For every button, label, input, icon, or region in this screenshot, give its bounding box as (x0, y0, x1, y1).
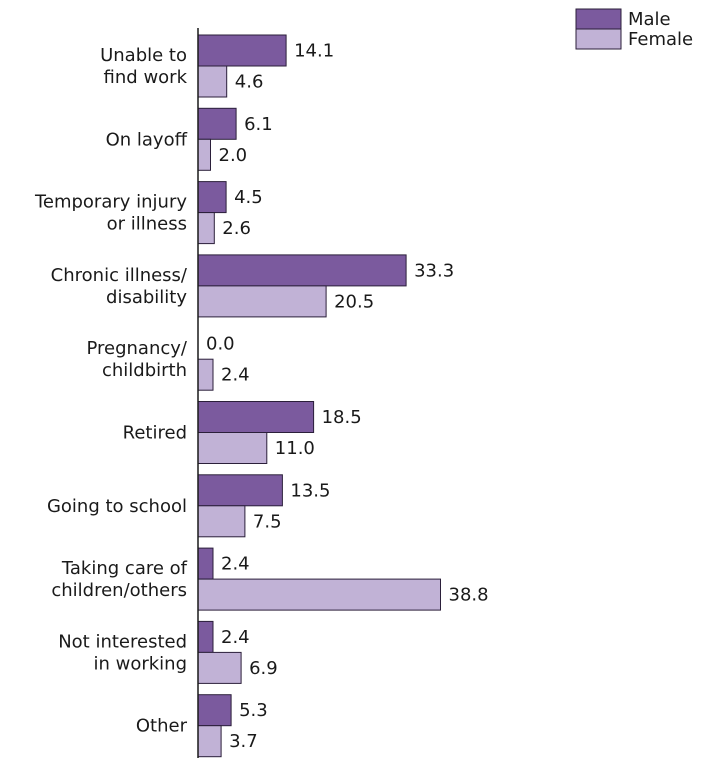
bar-female (197, 358, 214, 391)
data-label: 20.5 (334, 291, 374, 312)
bar-female (197, 651, 242, 684)
bar-male (197, 254, 407, 287)
legend-swatch-female (575, 28, 622, 50)
data-label: 11.0 (275, 438, 315, 459)
bar-female (197, 578, 441, 611)
data-label: 3.7 (229, 731, 258, 752)
category-label: in working (93, 653, 187, 674)
data-label: 0.0 (206, 334, 235, 355)
data-label: 18.5 (322, 407, 362, 428)
data-label: 2.4 (221, 554, 250, 575)
category-label: disability (106, 287, 187, 308)
bar-male (197, 34, 287, 67)
legend-label-male: Male (628, 9, 671, 30)
category-label: Taking care of (61, 558, 188, 579)
data-label: 4.5 (234, 187, 263, 208)
bar-female (197, 65, 228, 98)
data-label: 14.1 (294, 41, 334, 62)
data-label: 2.4 (221, 365, 250, 386)
bar-female (197, 432, 268, 464)
category-label: Temporary injury (34, 192, 187, 213)
data-label: 33.3 (414, 260, 454, 281)
category-label: or illness (107, 214, 187, 235)
legend-swatch-male (575, 8, 622, 30)
data-label: 5.3 (239, 700, 268, 721)
bar-male (197, 620, 214, 653)
data-label: 13.5 (290, 480, 330, 501)
category-label: Not interested (58, 631, 187, 652)
category-label: Retired (123, 423, 187, 444)
bar-male (197, 694, 232, 727)
category-label: Pregnancy/ (86, 338, 187, 359)
data-label: 2.0 (219, 145, 248, 166)
data-label: 2.6 (222, 218, 251, 239)
data-label: 38.8 (449, 585, 489, 606)
bar-female (197, 725, 222, 758)
bar-female (197, 285, 327, 318)
data-label: 6.1 (244, 114, 273, 135)
bar-male (197, 401, 315, 433)
bar-male (197, 547, 214, 580)
data-label: 4.6 (235, 72, 264, 93)
bar-female (197, 138, 211, 171)
category-label: childbirth (102, 360, 187, 381)
data-label: 6.9 (249, 658, 278, 679)
bar-male (197, 474, 283, 507)
data-label: 2.4 (221, 627, 250, 648)
category-label: Unable to (100, 45, 187, 66)
category-label: Other (136, 716, 188, 737)
category-label: find work (104, 67, 188, 88)
bar-male (197, 181, 227, 214)
bar-male (197, 107, 237, 140)
category-label: Going to school (47, 496, 187, 517)
category-label: children/others (51, 580, 187, 601)
data-label: 7.5 (253, 511, 282, 532)
category-label: On layoff (106, 129, 188, 150)
category-label: Chronic illness/ (51, 265, 188, 286)
legend-label-female: Female (628, 29, 693, 50)
bar-female (197, 212, 215, 245)
bar-female (197, 505, 246, 538)
